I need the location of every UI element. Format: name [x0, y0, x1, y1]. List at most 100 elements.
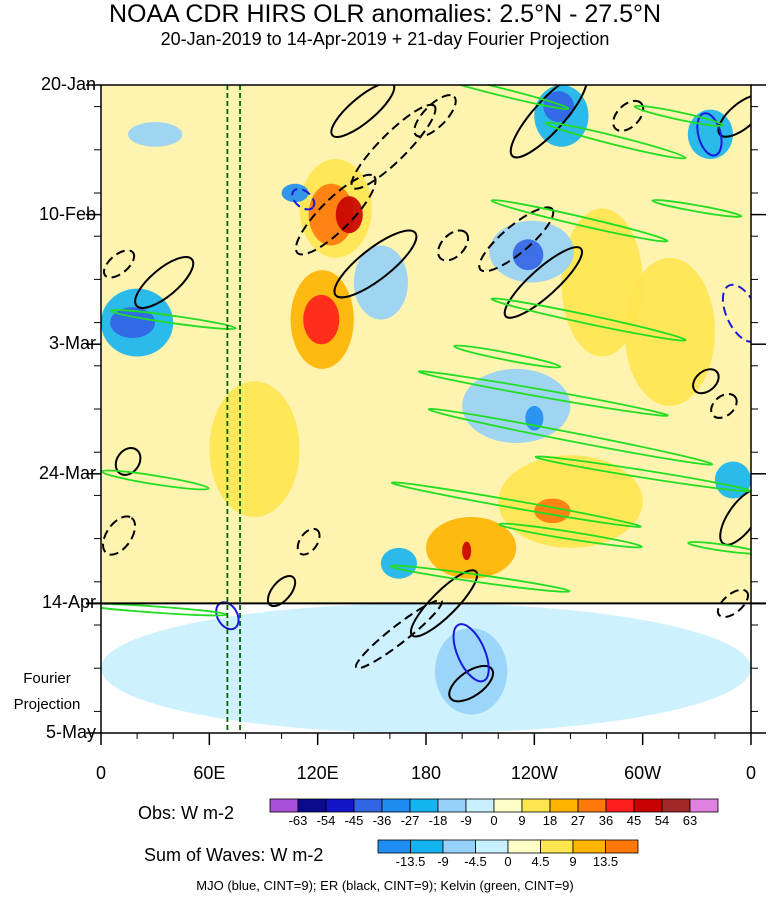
x-tick-label: 0 [745, 763, 756, 783]
waves-colorbar-label: Sum of Waves: W m-2 [144, 845, 324, 865]
obs-colorbar-swatch [689, 798, 719, 813]
obs-colorbar-label: 9 [518, 813, 526, 828]
kelvin-contour [651, 199, 743, 218]
anomaly-cell [561, 208, 643, 357]
waves-colorbar-swatch [540, 839, 574, 854]
x-tick-label: 0 [95, 763, 106, 783]
er-contour [330, 85, 396, 138]
anomaly-cell [353, 245, 408, 320]
x-tick-label: 180 [410, 763, 442, 783]
waves-colorbar-swatch [605, 839, 639, 854]
obs-colorbar-label: 45 [626, 813, 642, 828]
obs-colorbar-swatch [521, 798, 551, 813]
anomaly-cell [380, 547, 417, 579]
anomaly-cell [687, 109, 733, 160]
waves-colorbar-swatch [507, 839, 541, 854]
er-contour [294, 173, 377, 256]
y-tick-label: 5-May [45, 722, 96, 742]
y-tick-label: 24-Mar [38, 462, 96, 483]
anomaly-cell [281, 183, 309, 203]
obs-colorbar-label: 36 [598, 813, 614, 828]
obs-colorbar-label: -36 [372, 813, 392, 828]
kelvin-contour [109, 309, 237, 330]
kelvin-contour [453, 344, 562, 369]
waves-colorbar-label: 13.5 [592, 854, 619, 869]
er-contour [503, 246, 584, 319]
er-contour [692, 368, 720, 395]
x-tick-label: 60E [193, 763, 226, 783]
kelvin-contour [490, 297, 687, 342]
waves-colorbar-label: 9 [569, 854, 577, 869]
er-contour [134, 256, 195, 309]
obs-colorbar-swatch [381, 798, 411, 813]
kelvin-contour [417, 370, 669, 417]
er-contour [296, 527, 321, 556]
x-tick-label: 60W [624, 763, 662, 783]
er-contour [478, 206, 555, 273]
waves-colorbar-label: -13.5 [395, 854, 426, 869]
er-contour [612, 99, 645, 132]
chart-subtitle: 20-Jan-2019 to 14-Apr-2019 + 21-day Four… [160, 29, 610, 49]
waves-colorbar-label: -9 [437, 854, 449, 869]
er-contour [333, 229, 418, 299]
waves-colorbar-label: -4.5 [464, 854, 487, 869]
obs-colorbar-swatch [353, 798, 383, 813]
er-contour [114, 447, 142, 476]
anomaly-cell [435, 628, 508, 715]
obs-colorbar-swatch [325, 798, 355, 813]
mjo-contour [696, 112, 723, 157]
er-contour [719, 488, 751, 546]
obs-colorbar-label: 54 [654, 813, 670, 828]
obs-colorbar-swatch [549, 798, 579, 813]
obs-colorbar-label: -54 [316, 813, 336, 828]
kelvin-contour [687, 541, 751, 555]
er-contour [102, 515, 137, 556]
obs-colorbar-label: -45 [344, 813, 364, 828]
obs-colorbar-label: 27 [570, 813, 586, 828]
anomaly-cell [209, 381, 300, 517]
waves-colorbar-label: 0 [504, 854, 512, 869]
kelvin-contour [534, 455, 751, 493]
y-tick-label: 10-Feb [38, 203, 96, 224]
obs-colorbar-swatch [577, 798, 607, 813]
anomaly-cell [512, 239, 544, 271]
er-contour [350, 103, 437, 190]
er-contour [448, 664, 495, 703]
obs-colorbar-swatch [269, 798, 299, 813]
obs-colorbar-label: -9 [460, 813, 472, 828]
kelvin-contour [390, 481, 642, 528]
anomaly-cell [462, 368, 571, 443]
anomaly-cell [624, 257, 715, 406]
obs-colorbar-swatch [605, 798, 635, 813]
kelvin-contour [498, 522, 643, 549]
obs-colorbar-label: Obs: W m-2 [138, 803, 235, 823]
er-contour [437, 229, 470, 262]
y-tick-label: 14-Apr [41, 592, 96, 613]
waves-colorbar-swatch [377, 839, 411, 854]
anomaly-cell [128, 122, 183, 147]
er-contour [509, 85, 588, 159]
obs-colorbar-swatch [437, 798, 467, 813]
waves-colorbar-label: 4.5 [531, 854, 550, 869]
obs-colorbar-swatch [465, 798, 495, 813]
kelvin-contour [544, 121, 687, 160]
obs-colorbar-label: 63 [682, 813, 698, 828]
kelvin-contour [427, 407, 714, 466]
mjo-contour [721, 283, 751, 343]
kelvin-contour [633, 104, 724, 127]
contour-legend-footnote: MJO (blue, CINT=9); ER (black, CINT=9); … [196, 878, 574, 893]
anomaly-cell [426, 517, 517, 579]
er-contour [102, 249, 136, 279]
waves-colorbar-swatch [442, 839, 476, 854]
anomaly-cell [534, 498, 571, 524]
er-contour [266, 575, 297, 608]
anomaly-cell [335, 196, 363, 234]
obs-colorbar-swatch [409, 798, 439, 813]
mjo-contour [452, 623, 490, 683]
er-contour [716, 588, 750, 619]
anomaly-cell [303, 294, 340, 345]
waves-colorbar-swatch [410, 839, 444, 854]
obs-colorbar-swatch [493, 798, 523, 813]
obs-colorbar-swatch [633, 798, 663, 813]
